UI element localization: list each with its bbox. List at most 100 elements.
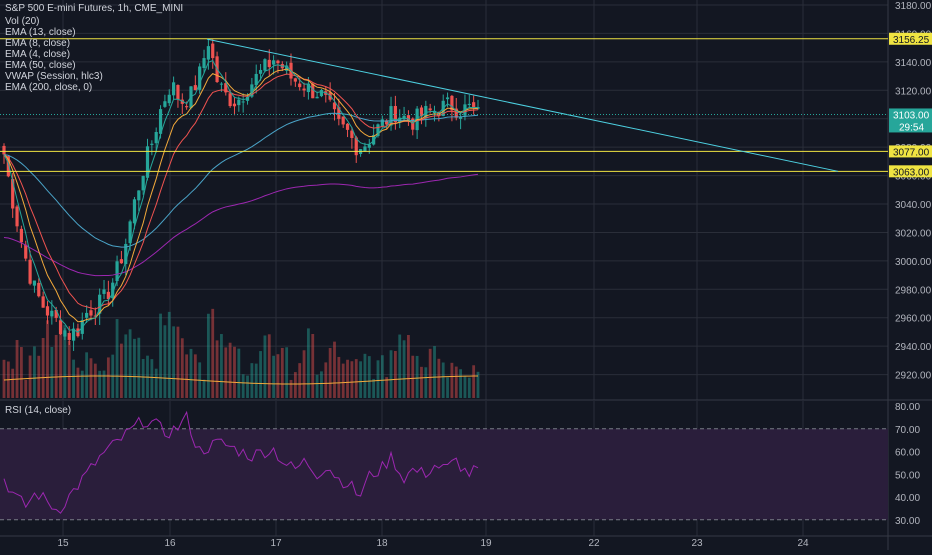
- rsi-line: [3, 410, 479, 514]
- candle-body: [445, 97, 450, 100]
- volume-bar: [120, 343, 123, 398]
- volume-bar: [167, 311, 171, 398]
- volume-bar: [89, 358, 93, 398]
- candle-body: [350, 130, 354, 138]
- price-tick-label: 2960.00: [895, 314, 932, 325]
- candle-body: [432, 110, 437, 114]
- volume-bar: [376, 360, 380, 398]
- candle-body: [363, 146, 367, 152]
- study-ema50[interactable]: EMA (50, close): [5, 60, 76, 71]
- rsi-title[interactable]: RSI (14, close): [5, 405, 72, 416]
- volume-bar: [354, 359, 358, 398]
- volume-bar: [385, 377, 389, 398]
- volume-bar: [298, 363, 302, 398]
- volume-bar: [350, 361, 354, 398]
- volume-bar: [67, 340, 71, 398]
- rsi-pane: [0, 410, 888, 521]
- candle-body: [154, 131, 158, 144]
- rsi-tick-label: 30.00: [895, 516, 920, 527]
- study-ema13[interactable]: EMA (13, close): [5, 27, 76, 38]
- volume-bar: [363, 353, 367, 398]
- study-ema8[interactable]: EMA (8, close): [5, 38, 71, 49]
- candle-body: [111, 282, 115, 299]
- candle-body: [376, 124, 380, 136]
- candle-body: [89, 310, 93, 316]
- volume-bar: [411, 355, 415, 398]
- candle-body: [193, 85, 197, 91]
- volume-bar: [293, 372, 297, 398]
- candle-body: [450, 95, 454, 111]
- candle-body: [341, 116, 345, 125]
- badge-support-2-bg: [889, 165, 932, 178]
- volume-bar: [272, 355, 276, 398]
- volume-bar: [437, 358, 441, 398]
- candle-body: [380, 119, 384, 127]
- volume-bar: [180, 338, 184, 398]
- volume-bar: [472, 365, 476, 398]
- candle-body: [393, 105, 397, 123]
- candle-body: [102, 289, 106, 294]
- trendline: [206, 38, 839, 172]
- candle-body: [202, 58, 206, 68]
- volume-bar: [224, 347, 228, 398]
- rsi-tick-label: 80.00: [895, 402, 920, 413]
- candle-body: [472, 102, 476, 108]
- volume-bar: [476, 371, 480, 398]
- badge-current-price-bg: [889, 108, 932, 133]
- candle-body: [37, 282, 41, 297]
- volume-bar: [246, 375, 249, 398]
- volume-bar: [220, 334, 223, 398]
- badge-support-1: 3077.00: [893, 147, 930, 158]
- candle-body: [137, 190, 141, 201]
- candle-body: [6, 156, 10, 177]
- badge-countdown: 29:54: [899, 122, 924, 133]
- candle-body: [411, 118, 415, 130]
- candle-body: [367, 144, 371, 148]
- candle-body: [237, 99, 241, 106]
- time-tick-label: 24: [797, 538, 809, 549]
- candle-body: [345, 123, 350, 130]
- candle-body: [63, 330, 67, 337]
- candle-body: [285, 65, 289, 71]
- volume-bar: [15, 340, 19, 398]
- candle-body: [385, 120, 389, 125]
- volume-bar: [141, 359, 145, 398]
- price-tick-label: 2940.00: [895, 342, 932, 353]
- candle-body: [476, 107, 480, 109]
- volume-bar: [259, 351, 262, 398]
- study-ema4[interactable]: EMA (4, close): [5, 49, 71, 60]
- candle-body: [258, 69, 263, 74]
- candle-body: [41, 296, 45, 308]
- candle-body: [332, 102, 337, 110]
- price-tick-label: 3140.00: [895, 58, 932, 69]
- volume-bar: [80, 370, 84, 398]
- candle-body: [50, 310, 54, 317]
- volume-bar: [150, 359, 154, 398]
- volume-bar: [389, 350, 393, 398]
- badge-support-1-bg: [889, 145, 932, 158]
- candle-body: [198, 66, 202, 90]
- volume-bar: [37, 355, 41, 398]
- volume-bar: [93, 363, 97, 398]
- candle-body: [185, 106, 189, 108]
- candle-body: [119, 259, 124, 264]
- volume-bar: [59, 319, 62, 398]
- volume-bar: [176, 326, 180, 398]
- volume-bar: [54, 334, 58, 398]
- volume-bar: [428, 348, 432, 398]
- candle-body: [272, 60, 276, 65]
- ema8-line: [3, 68, 479, 323]
- study-vwap[interactable]: VWAP (Session, hlc3): [5, 71, 103, 82]
- volume-bar: [241, 374, 245, 398]
- candle-body: [428, 108, 432, 111]
- symbol-title[interactable]: S&P 500 E-mini Futures, 1h, CME_MINI: [5, 3, 184, 14]
- volume-bar: [459, 369, 463, 398]
- study-ema200[interactable]: EMA (200, close, 0): [5, 82, 93, 93]
- study-vol[interactable]: Vol (20): [5, 16, 40, 27]
- volume-bar: [133, 338, 136, 398]
- volume-bar: [307, 328, 310, 398]
- volume-bar: [402, 340, 406, 398]
- volume-bar: [324, 362, 328, 398]
